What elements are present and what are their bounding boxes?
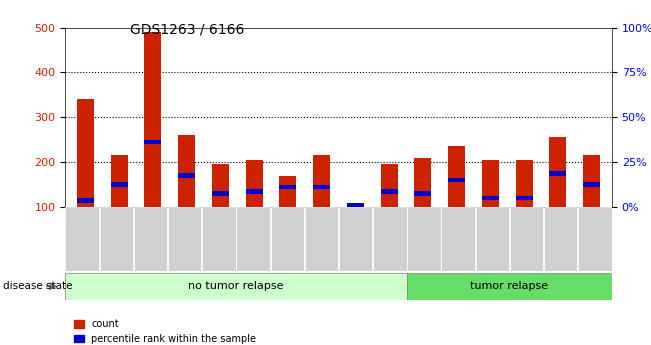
Bar (549, 137, 566, 207)
Bar (415, 158, 432, 207)
Bar (279, 176, 296, 207)
Bar (313, 185, 330, 189)
Bar (212, 164, 229, 207)
Bar (305, 207, 338, 271)
Bar (65, 273, 407, 300)
Bar (111, 155, 128, 207)
Bar (583, 182, 600, 187)
Bar (145, 140, 161, 144)
Text: tumor relapse: tumor relapse (470, 282, 549, 291)
Bar (77, 99, 94, 207)
Bar (373, 207, 406, 271)
Bar (544, 207, 577, 271)
Bar (347, 203, 364, 207)
Bar (212, 191, 229, 196)
Text: disease state: disease state (3, 282, 73, 291)
Bar (145, 32, 161, 207)
Bar (279, 185, 296, 189)
Bar (313, 155, 330, 207)
Bar (178, 135, 195, 207)
Bar (476, 207, 509, 271)
Bar (449, 178, 465, 182)
Bar (168, 207, 201, 271)
Bar (178, 173, 195, 178)
Bar (407, 273, 612, 300)
Text: GDS1263 / 6166: GDS1263 / 6166 (130, 22, 245, 37)
Bar (482, 160, 499, 207)
Text: no tumor relapse: no tumor relapse (188, 282, 284, 291)
Bar (583, 155, 600, 207)
Bar (202, 207, 236, 271)
Bar (415, 191, 432, 196)
Bar (245, 160, 262, 207)
Bar (441, 207, 475, 271)
Bar (236, 207, 270, 271)
Bar (77, 198, 94, 203)
Bar (134, 207, 167, 271)
Bar (549, 171, 566, 176)
Bar (100, 207, 133, 271)
Bar (408, 207, 441, 271)
Bar (510, 207, 543, 271)
Bar (245, 189, 262, 194)
Bar (449, 146, 465, 207)
Bar (578, 207, 611, 271)
Bar (111, 182, 128, 187)
Bar (516, 160, 533, 207)
Legend: count, percentile rank within the sample: count, percentile rank within the sample (70, 315, 260, 345)
Bar (339, 207, 372, 271)
Bar (516, 196, 533, 200)
Bar (381, 164, 398, 207)
Bar (66, 207, 99, 271)
Bar (347, 203, 364, 207)
Bar (381, 189, 398, 194)
Bar (482, 196, 499, 200)
Bar (271, 207, 304, 271)
